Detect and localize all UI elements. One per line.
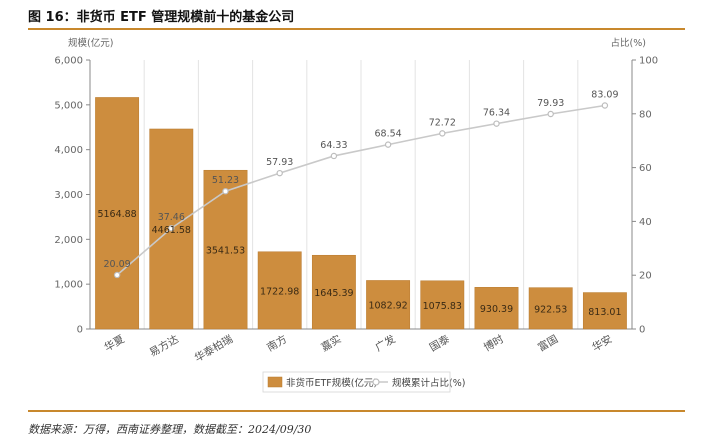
bottom-rule [28,410,685,412]
bar [257,251,302,330]
y-tick-label-right: 60 [639,163,652,174]
line-value-label: 83.09 [591,89,618,100]
y-axis-title-left: 规模(亿元) [68,37,113,49]
line-point [113,271,121,279]
line-point [439,130,446,137]
line-value-label: 72.72 [429,117,456,128]
bar [474,287,519,330]
line-value-label: 37.46 [158,212,185,223]
x-tick-label: 易方达 [147,332,181,359]
x-tick-label: 博时 [481,332,506,354]
line-point [547,110,554,118]
x-tick-label: 南方 [265,332,290,354]
legend-box [262,371,451,393]
bar [366,280,411,330]
y-tick-label-left: 0 [77,325,83,336]
bar [528,287,573,330]
bar-value-label: 4461.58 [152,225,191,236]
y-axis-title-right: 占比(%) [611,37,646,49]
line-value-label: 64.33 [320,140,347,151]
line-layer [113,102,609,279]
legend-bar-label: 非货币ETF规模(亿元) [286,377,377,389]
x-tick-label: 富国 [536,332,561,354]
bar-value-label: 813.01 [588,307,621,318]
bar [95,97,140,330]
bar-value-label: 1722.98 [260,286,299,297]
x-tick-label: 华夏 [102,332,127,354]
bar-value-label: 930.39 [480,304,513,315]
line-point [168,225,175,232]
bar-value-label: 922.53 [534,304,567,315]
y-tick-label-right: 80 [639,109,652,120]
bar-value-label: 5164.88 [97,209,136,220]
top-rule [28,28,685,30]
line-value-label: 57.93 [266,157,293,168]
y-tick-label-left: 2,000 [54,235,83,246]
bar-value-label: 1645.39 [314,288,353,299]
line-value-label: 51.23 [212,175,239,186]
bars-layer [95,97,627,330]
line-point [330,152,338,160]
legend-line-label: 规模累计占比(%) [392,377,465,389]
bar-value-label: 1082.92 [368,301,407,312]
line-point [601,102,609,109]
source-note: 数据来源：万得，西南证券整理，数据截至：2024/09/30 [28,423,312,436]
bar-value-label: 1075.83 [423,301,462,312]
bar-value-label: 3541.53 [206,246,245,257]
legend-line-marker [372,378,380,386]
grid-layer [143,60,579,329]
line-point [384,141,392,148]
x-tick-label: 华泰柏瑞 [192,332,235,365]
y-tick-label-left: 1,000 [54,280,83,291]
bar [582,292,627,330]
line-value-label: 79.93 [537,98,564,109]
x-tick-label: 嘉实 [319,332,344,354]
x-tick-label: 国泰 [427,332,452,354]
bar [311,254,356,330]
legend-bar-swatch [267,376,283,388]
line-value-label: 76.34 [483,108,510,119]
bar [203,169,248,330]
y-tick-label-left: 4,000 [54,145,83,156]
line-point [493,120,500,127]
legend: 非货币ETF规模(亿元) 规模累计占比(%) [262,371,465,393]
line-value-label: 68.54 [374,129,401,140]
y-tick-label-right: 20 [639,271,652,282]
x-tick-label: 广发 [373,332,398,354]
bar [420,280,465,330]
y-tick-label-right: 100 [639,56,658,67]
figure-title: 图 16：非货币 ETF 管理规模前十的基金公司 [28,10,295,25]
y-tick-label-right: 40 [639,217,652,228]
y-tick-label-left: 6,000 [54,56,83,67]
line-value-label: 20.09 [103,259,130,270]
line-point [222,187,229,195]
y-tick-label-left: 3,000 [54,190,83,201]
y-tick-label-right: 0 [639,325,645,336]
x-tick-label: 华安 [590,332,615,354]
series-line [116,104,606,276]
y-tick-label-left: 5,000 [54,100,83,111]
line-point [276,169,283,177]
